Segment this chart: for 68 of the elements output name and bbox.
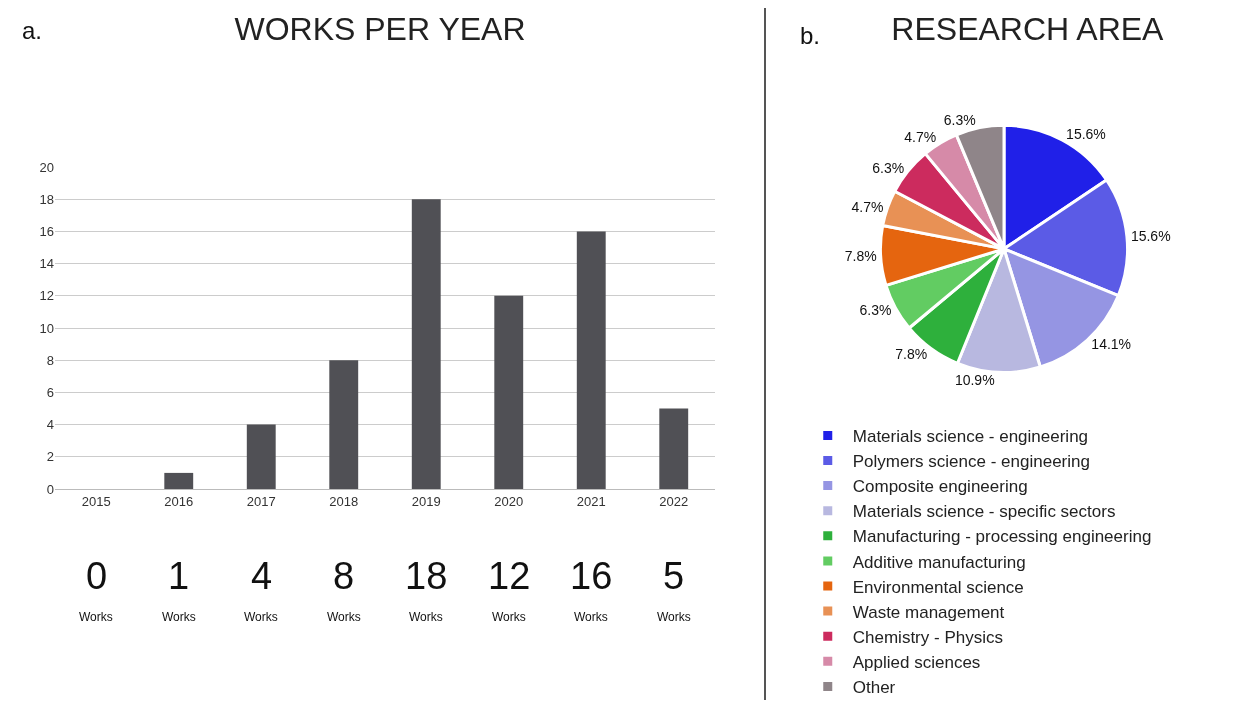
- data-label: 7.8%: [844, 247, 877, 264]
- legend-label: Composite engineering: [852, 477, 1028, 497]
- x-tick-label: 2017: [246, 493, 276, 509]
- legend-label: Chemistry - Physics: [852, 627, 1003, 647]
- y-tick-label: 16: [39, 223, 54, 239]
- bar: [329, 360, 359, 489]
- x-tick-label: 2021: [576, 493, 606, 509]
- y-tick-label: 6: [46, 384, 54, 400]
- data-label: 1: [168, 555, 190, 597]
- data-label: 4: [251, 555, 273, 597]
- legend-label: Additive manufacturing: [852, 552, 1026, 572]
- legend-label: Materials science - engineering: [852, 427, 1089, 447]
- data-label: 4.7%: [904, 129, 937, 146]
- legend-label: Environmental science: [852, 577, 1024, 597]
- data-label: 15.6%: [1066, 125, 1106, 142]
- bar: [576, 231, 606, 489]
- y-tick-label: 18: [39, 191, 54, 207]
- y-tick-label: 4: [46, 417, 54, 433]
- text: Works: [492, 610, 526, 624]
- y-tick-label: 20: [39, 159, 54, 175]
- chart-title: WORKS PER YEAR: [234, 11, 526, 48]
- data-label: 6.3%: [872, 159, 905, 176]
- data-label: 16: [570, 555, 613, 597]
- data-label: 18: [405, 555, 448, 597]
- y-tick-label: 0: [46, 481, 54, 497]
- data-label: 6.3%: [943, 112, 976, 129]
- chart-title: RESEARCH AREA: [891, 11, 1165, 48]
- bar: [246, 424, 276, 489]
- bar: [411, 199, 441, 489]
- data-label: 0: [86, 555, 108, 597]
- legend-label: Manufacturing - processing engineering: [852, 527, 1152, 547]
- data-label: 8: [333, 555, 355, 597]
- text: Works: [79, 610, 113, 624]
- bar: [164, 472, 194, 489]
- data-label: 4.7%: [851, 199, 884, 216]
- legend-label: Waste management: [852, 602, 1005, 622]
- data-label: 10.9%: [954, 372, 995, 389]
- x-tick-label: 2019: [411, 493, 441, 509]
- legend-label: Other: [852, 678, 896, 698]
- legend-label: Materials science - specific sectors: [852, 502, 1116, 522]
- data-label: 12: [488, 555, 531, 597]
- x-tick-label: 2016: [164, 493, 194, 509]
- text: Works: [574, 610, 608, 624]
- x-tick-label: 2022: [659, 493, 689, 509]
- data-label: 7.8%: [895, 345, 928, 362]
- y-tick-label: 12: [39, 288, 54, 304]
- text: b.: [800, 22, 821, 49]
- data-label: 6.3%: [859, 301, 892, 318]
- data-label: 5: [663, 555, 685, 597]
- x-tick-label: 2020: [494, 493, 524, 509]
- legend-label: Polymers science - engineering: [852, 452, 1090, 472]
- y-tick-label: 14: [39, 256, 54, 272]
- text: Works: [327, 610, 361, 624]
- text: Works: [409, 610, 443, 624]
- y-tick-label: 2: [46, 449, 54, 465]
- x-tick-label: 2015: [81, 493, 111, 509]
- x-tick-label: 2018: [329, 493, 359, 509]
- text: a.: [22, 17, 43, 44]
- bar: [494, 295, 524, 489]
- y-tick-label: 8: [46, 352, 54, 368]
- text: Works: [244, 610, 278, 624]
- legend-label: Applied sciences: [852, 652, 981, 672]
- text: Works: [657, 610, 691, 624]
- data-label: 14.1%: [1091, 336, 1132, 353]
- data-label: 15.6%: [1130, 228, 1171, 245]
- y-tick-label: 10: [39, 320, 54, 336]
- text: Works: [162, 610, 196, 624]
- bar: [659, 408, 689, 489]
